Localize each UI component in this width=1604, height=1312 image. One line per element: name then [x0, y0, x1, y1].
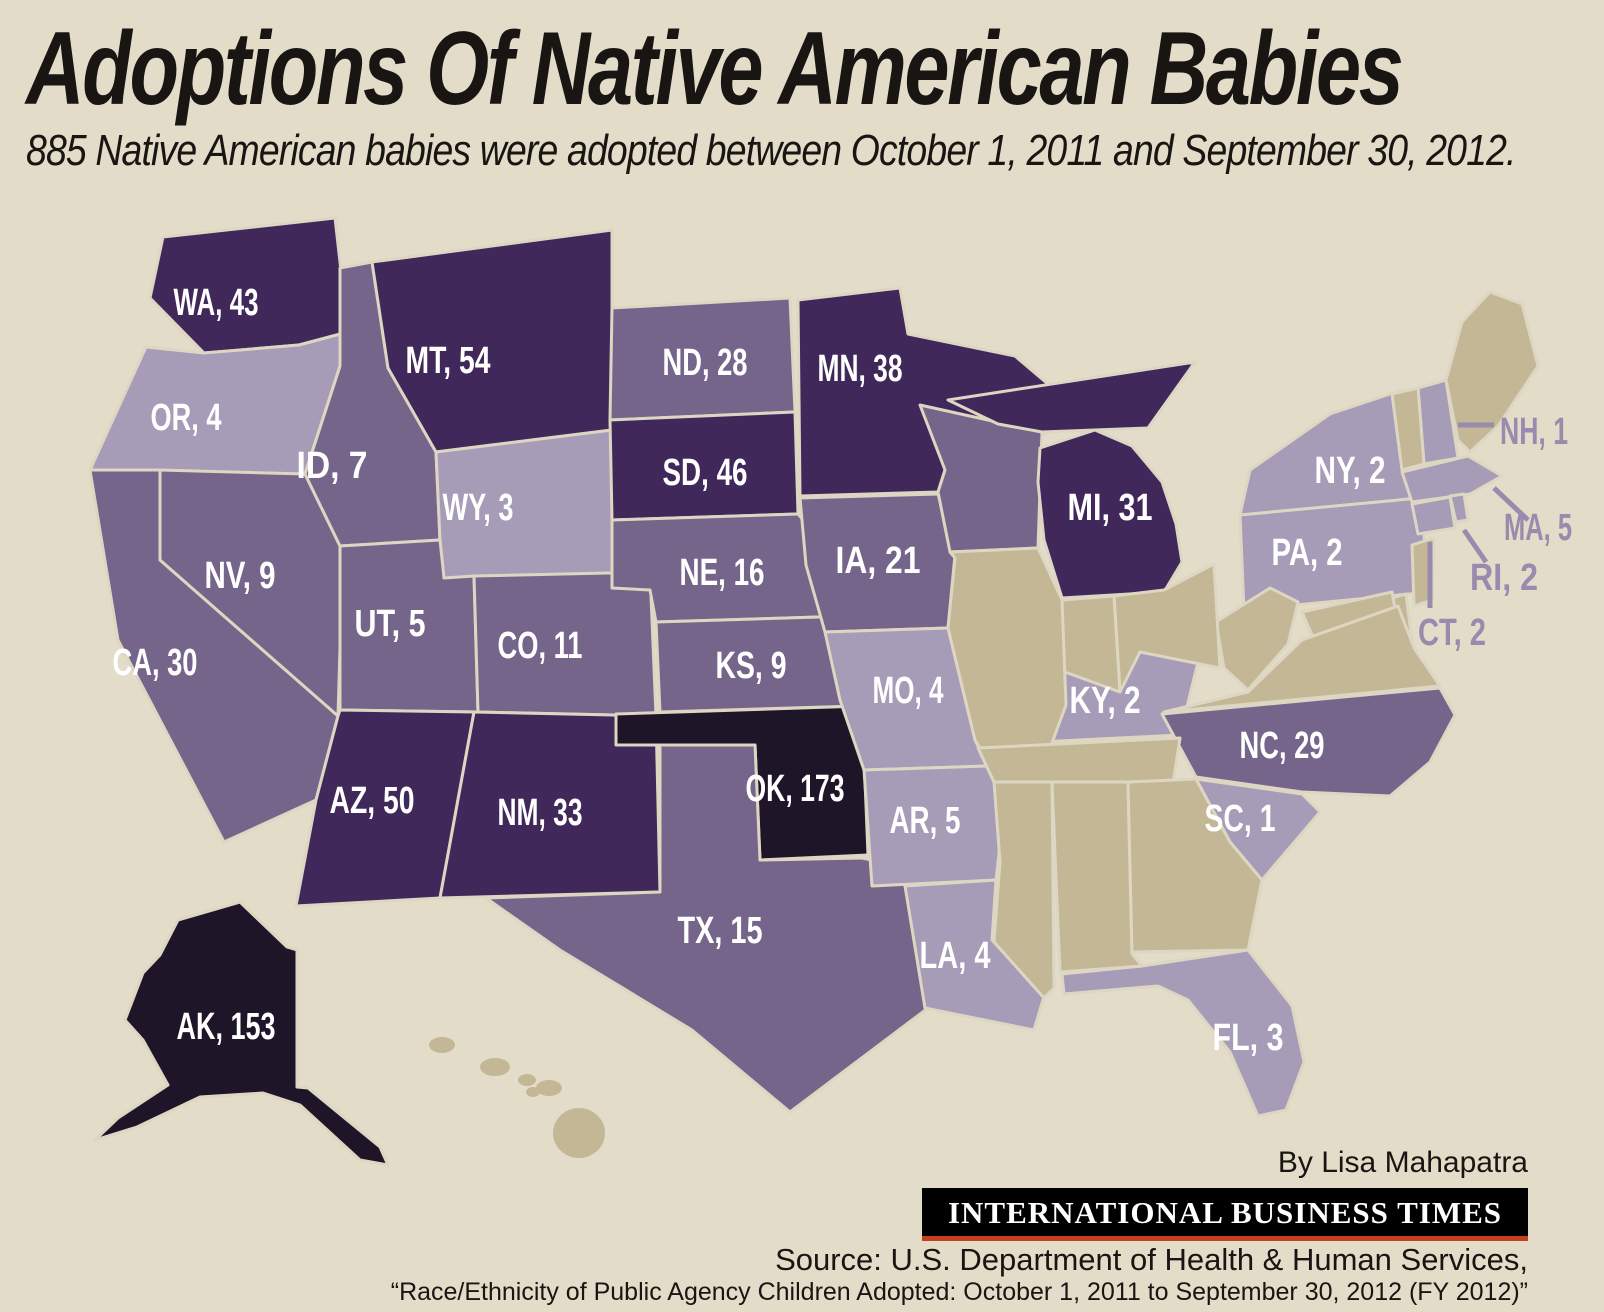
source-line-1: Source: U.S. Department of Health & Huma…	[775, 1242, 1528, 1277]
state-label-ok: OK, 173	[746, 768, 845, 810]
byline: By Lisa Mahapatra	[1277, 1146, 1528, 1179]
state-label-mn: MN, 38	[818, 348, 903, 390]
state-ma	[1400, 454, 1504, 504]
state-hi-island-4	[536, 1080, 562, 1096]
state-label-co: CO, 11	[498, 625, 583, 667]
state-hi-island-2	[518, 1074, 536, 1086]
state-label-ia: IA, 21	[836, 540, 921, 582]
state-label-wa: WA, 43	[174, 282, 259, 324]
state-mi	[946, 360, 1197, 600]
state-al	[1050, 780, 1144, 974]
state-label-ar: AR, 5	[890, 800, 961, 842]
state-wv	[1214, 586, 1300, 692]
state-label-ak: AK, 153	[177, 1006, 276, 1048]
state-label-pa: PA, 2	[1272, 532, 1343, 574]
state-me	[1444, 290, 1540, 454]
state-ct	[1410, 495, 1457, 536]
state-label-ri: RI, 2	[1470, 557, 1538, 599]
state-nc	[1160, 686, 1457, 798]
state-label-nd: ND, 28	[663, 342, 748, 384]
state-label-ne: NE, 16	[680, 552, 765, 594]
state-hi-island-1	[480, 1058, 510, 1076]
state-label-mo: MO, 4	[873, 670, 944, 712]
state-label-ks: KS, 9	[716, 645, 787, 687]
state-label-fl: FL, 3	[1213, 1017, 1284, 1059]
state-label-tx: TX, 15	[678, 910, 763, 952]
state-ak	[93, 900, 390, 1167]
callout-line-ma	[1492, 486, 1530, 522]
state-hi-island-0	[429, 1037, 455, 1053]
state-label-wy: WY, 3	[443, 487, 514, 529]
state-label-sd: SD, 46	[663, 452, 748, 494]
state-fl	[1060, 948, 1306, 1118]
state-label-ct: CT, 2	[1418, 612, 1486, 654]
state-ga	[1126, 777, 1264, 954]
state-label-nm: NM, 33	[498, 792, 583, 834]
state-hi-island-5	[553, 1108, 605, 1158]
state-label-ca: CA, 30	[113, 642, 198, 684]
state-label-la: LA, 4	[920, 935, 991, 977]
page-title: Adoptions Of Native American Babies	[26, 11, 1404, 127]
state-label-mi: MI, 31	[1068, 487, 1153, 529]
state-label-id: ID, 7	[297, 445, 368, 487]
state-label-nh: NH, 1	[1500, 411, 1568, 453]
state-vt	[1390, 386, 1426, 472]
state-label-ky: KY, 2	[1070, 680, 1141, 722]
state-label-ma: MA, 5	[1504, 507, 1572, 549]
state-label-or: OR, 4	[151, 397, 222, 439]
state-label-ut: UT, 5	[355, 603, 426, 645]
state-label-mt: MT, 54	[406, 340, 491, 382]
state-label-sc: SC, 1	[1205, 798, 1276, 840]
source-line-2: “Race/Ethnicity of Public Agency Childre…	[390, 1278, 1528, 1306]
state-label-az: AZ, 50	[330, 780, 415, 822]
international-business-times-logo: International Business Times	[921, 1188, 1528, 1241]
state-va	[1162, 604, 1442, 714]
page-subtitle: 885 Native American babies were adopted …	[26, 126, 1516, 175]
callout-line-ri	[1461, 528, 1489, 564]
state-tx	[484, 743, 934, 1114]
state-label-nv: NV, 9	[205, 555, 276, 597]
state-label-ny: NY, 2	[1315, 450, 1386, 492]
state-label-nc: NC, 29	[1240, 725, 1325, 767]
